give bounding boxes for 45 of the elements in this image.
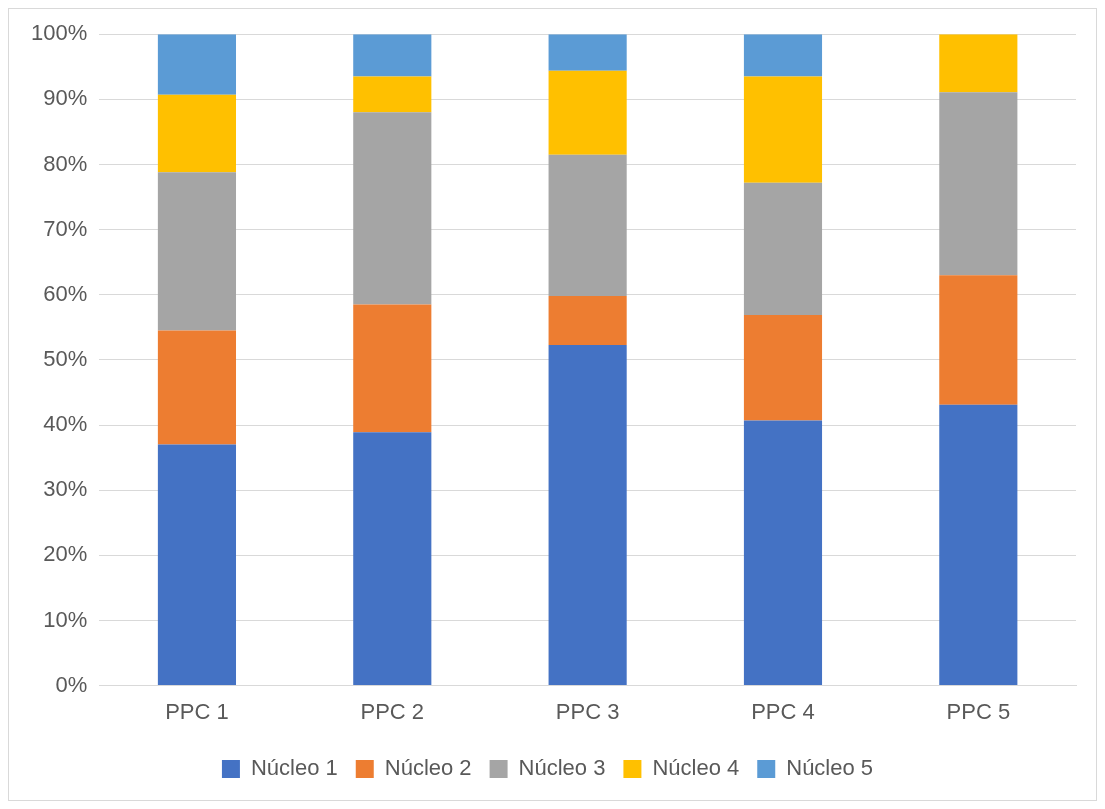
y-tick-label: 70% [43,215,88,241]
y-tick-label: 60% [43,280,88,306]
bar [548,344,627,686]
bar [157,330,237,445]
y-tick-label: 30% [43,476,88,502]
bar [157,444,237,686]
bar [743,34,823,77]
legend-label: Núcleo 1 [250,755,338,781]
legend-label: Núcleo 5 [786,755,874,781]
bar [157,94,237,173]
x-tick-label: PPC 2 [360,698,425,724]
bar [939,404,1018,686]
bar [548,154,627,297]
bar [353,304,432,433]
bar [743,420,823,686]
bar [939,92,1018,276]
bar [157,34,237,95]
bar [939,275,1018,405]
y-tick-label: 80% [43,150,88,176]
bar [548,34,627,71]
bar [548,70,627,155]
y-tick-label: 0% [55,671,88,697]
bar [743,314,823,421]
x-tick-label: PPC 4 [751,698,815,724]
bar [939,34,1018,93]
bar [353,76,432,113]
y-tick-label: 50% [43,345,88,371]
x-tick-label: PPC 3 [555,698,620,724]
x-tick-label: PPC 5 [946,698,1011,724]
y-tick-label: 40% [43,411,88,437]
bar [353,34,432,77]
bar [548,296,627,345]
y-tick-label: 90% [43,85,88,111]
y-tick-label: 100% [30,20,88,46]
x-tick-label: PPC 1 [165,698,229,724]
bar [353,112,432,305]
legend-label: Núcleo 4 [652,755,740,781]
bar [743,182,823,315]
legend-label: Núcleo 3 [518,755,606,781]
y-tick-label: 10% [43,606,88,632]
bar [743,76,823,183]
bar [353,432,432,686]
y-tick-label: 20% [43,541,88,567]
legend-label: Núcleo 2 [384,755,472,781]
bar [157,172,237,331]
